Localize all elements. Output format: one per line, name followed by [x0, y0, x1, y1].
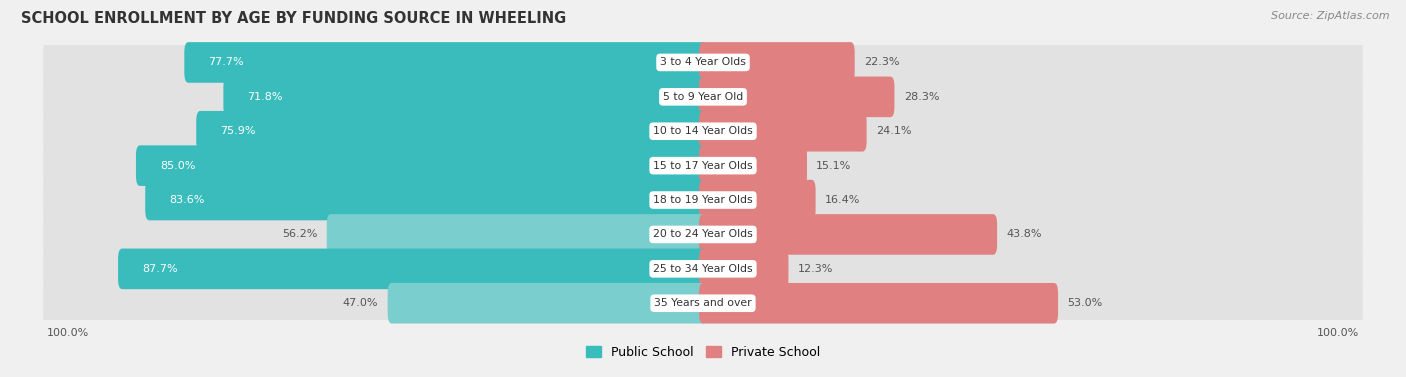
- FancyBboxPatch shape: [44, 247, 1362, 291]
- FancyBboxPatch shape: [699, 180, 815, 220]
- Text: Source: ZipAtlas.com: Source: ZipAtlas.com: [1271, 11, 1389, 21]
- FancyBboxPatch shape: [44, 178, 1362, 222]
- Text: 5 to 9 Year Old: 5 to 9 Year Old: [662, 92, 744, 102]
- Text: 56.2%: 56.2%: [283, 230, 318, 239]
- Text: 35 Years and over: 35 Years and over: [654, 298, 752, 308]
- Text: 47.0%: 47.0%: [343, 298, 378, 308]
- Text: 22.3%: 22.3%: [863, 57, 900, 67]
- FancyBboxPatch shape: [699, 248, 789, 289]
- Text: 20 to 24 Year Olds: 20 to 24 Year Olds: [654, 230, 752, 239]
- FancyBboxPatch shape: [145, 180, 707, 220]
- FancyBboxPatch shape: [44, 281, 1362, 326]
- Text: 10 to 14 Year Olds: 10 to 14 Year Olds: [654, 126, 752, 136]
- Text: 85.0%: 85.0%: [160, 161, 195, 171]
- FancyBboxPatch shape: [699, 111, 866, 152]
- Text: SCHOOL ENROLLMENT BY AGE BY FUNDING SOURCE IN WHEELING: SCHOOL ENROLLMENT BY AGE BY FUNDING SOUR…: [21, 11, 567, 26]
- FancyBboxPatch shape: [118, 248, 707, 289]
- Text: 83.6%: 83.6%: [169, 195, 204, 205]
- FancyBboxPatch shape: [44, 75, 1362, 119]
- Text: 15.1%: 15.1%: [817, 161, 852, 171]
- FancyBboxPatch shape: [699, 146, 807, 186]
- Text: 75.9%: 75.9%: [221, 126, 256, 136]
- FancyBboxPatch shape: [44, 212, 1362, 257]
- Text: 100.0%: 100.0%: [48, 328, 90, 338]
- Text: 12.3%: 12.3%: [797, 264, 834, 274]
- FancyBboxPatch shape: [184, 42, 707, 83]
- Text: 71.8%: 71.8%: [247, 92, 283, 102]
- FancyBboxPatch shape: [388, 283, 707, 323]
- Text: 18 to 19 Year Olds: 18 to 19 Year Olds: [654, 195, 752, 205]
- FancyBboxPatch shape: [44, 40, 1362, 85]
- FancyBboxPatch shape: [197, 111, 707, 152]
- Text: 43.8%: 43.8%: [1007, 230, 1042, 239]
- Text: 24.1%: 24.1%: [876, 126, 911, 136]
- Legend: Public School, Private School: Public School, Private School: [581, 341, 825, 364]
- FancyBboxPatch shape: [699, 77, 894, 117]
- FancyBboxPatch shape: [224, 77, 707, 117]
- Text: 3 to 4 Year Olds: 3 to 4 Year Olds: [659, 57, 747, 67]
- Text: 53.0%: 53.0%: [1067, 298, 1102, 308]
- FancyBboxPatch shape: [44, 109, 1362, 153]
- FancyBboxPatch shape: [136, 146, 707, 186]
- FancyBboxPatch shape: [699, 214, 997, 255]
- FancyBboxPatch shape: [699, 42, 855, 83]
- FancyBboxPatch shape: [699, 283, 1059, 323]
- FancyBboxPatch shape: [44, 143, 1362, 188]
- Text: 77.7%: 77.7%: [208, 57, 243, 67]
- Text: 15 to 17 Year Olds: 15 to 17 Year Olds: [654, 161, 752, 171]
- Text: 87.7%: 87.7%: [142, 264, 177, 274]
- Text: 28.3%: 28.3%: [904, 92, 939, 102]
- FancyBboxPatch shape: [326, 214, 707, 255]
- Text: 16.4%: 16.4%: [825, 195, 860, 205]
- Text: 100.0%: 100.0%: [1316, 328, 1358, 338]
- Text: 25 to 34 Year Olds: 25 to 34 Year Olds: [654, 264, 752, 274]
